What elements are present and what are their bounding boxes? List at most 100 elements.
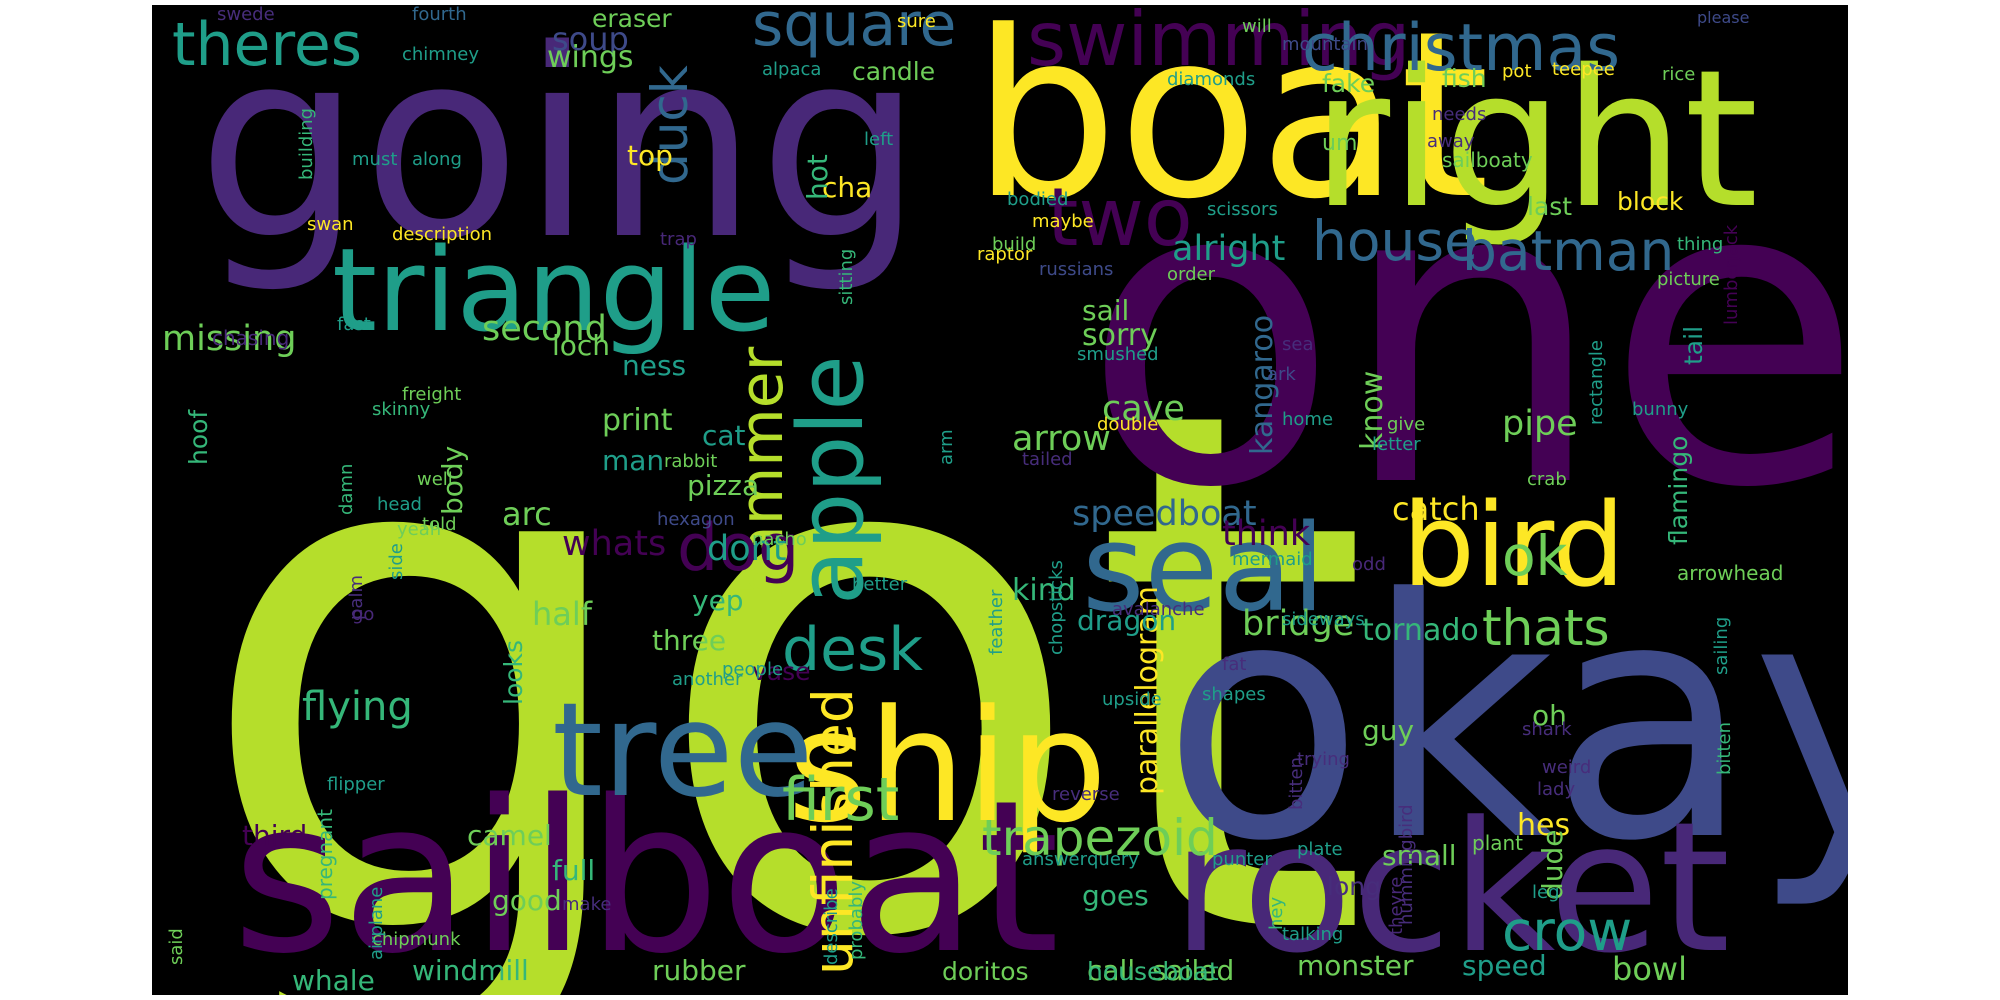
word-teepee: teepee (1552, 59, 1615, 80)
word-sailed: sailed (1152, 954, 1234, 987)
word-camel: camel (467, 819, 552, 852)
word-mountain: mountain (1282, 34, 1368, 55)
word-good: good (492, 884, 562, 917)
word-arc: arc (502, 495, 552, 533)
word-chopsticks: chopsticks (1046, 560, 1067, 655)
word-ness: ness (622, 349, 686, 382)
word-one: one (1082, 91, 1848, 580)
word-talking: talking (1282, 924, 1343, 945)
word-goes: goes (1082, 879, 1149, 912)
word-candle: candle (852, 57, 935, 86)
word-missing: missing (162, 319, 296, 359)
word-alpaca: alpaca (762, 59, 821, 80)
word-plant: plant (1472, 831, 1523, 855)
word-rectangle: rectangle (1586, 340, 1607, 425)
word-cat: cat (702, 419, 746, 452)
word-three: three (652, 624, 726, 657)
word-shapes: shapes (1202, 684, 1266, 705)
word-vase: vase (752, 657, 811, 686)
word-square: square (752, 5, 956, 60)
word-speedboat: speedboat (1072, 494, 1257, 534)
word-whats: whats (562, 524, 666, 564)
word-probably: probably (846, 881, 867, 960)
word-fast: fast (337, 314, 371, 335)
word-houseboat: houseboat (1087, 957, 1219, 986)
word-hot: hot (801, 154, 834, 200)
word-tree: tree (552, 674, 814, 826)
word-dude: dude (1536, 829, 1569, 900)
word-know: know (1355, 371, 1390, 450)
word-trapezoid: trapezoid (982, 809, 1218, 867)
word-rocket: rocket (1172, 784, 1730, 993)
word-building: building (296, 108, 317, 180)
word-batman: batman (1462, 219, 1674, 283)
word-block: block (1617, 187, 1684, 216)
word-mermaid: mermaid (1232, 549, 1313, 570)
word-bitten: bitten (1714, 722, 1735, 775)
word-leg: leg (1532, 882, 1560, 903)
word-bitten: bitten (1286, 757, 1307, 810)
word-duck: duck (641, 65, 699, 185)
word-said: said (166, 928, 187, 965)
word-plate: plate (1297, 839, 1343, 860)
word-lady: lady (1537, 779, 1575, 800)
word-cave: cave (1102, 389, 1185, 429)
word-whale: whale (292, 964, 375, 995)
word-will: will (1242, 16, 1272, 37)
word-third: third (242, 819, 307, 852)
word-christmas: christmas (1302, 11, 1620, 86)
word-first: first (782, 765, 899, 835)
word-um: um (1322, 131, 1357, 156)
word-pot: pot (1502, 61, 1532, 82)
word-got: got (192, 257, 1372, 995)
word-side: side (386, 543, 407, 580)
word-told: told (422, 514, 457, 535)
word-speed: speed (1462, 949, 1547, 982)
word-dog: dog (677, 511, 799, 586)
word-ark: ark (1267, 364, 1296, 385)
word-swan: swan (307, 214, 354, 235)
word-full: full (552, 854, 595, 887)
word-thing: thing (1677, 234, 1723, 255)
word-ship: ship (787, 676, 1107, 857)
word-sailing: sailing (1711, 617, 1732, 675)
word-build: build (992, 234, 1036, 255)
word-freight: freight (402, 384, 461, 405)
word-sail: sail (1082, 294, 1129, 327)
word-tail: tail (1679, 326, 1708, 365)
word-ok: ok (1502, 524, 1568, 588)
word-fat: fat (1222, 654, 1246, 675)
word-doritos: doritos (942, 957, 1029, 986)
word-bodied: bodied (1007, 189, 1068, 210)
word-hey: hey (1266, 897, 1287, 930)
word-along: along (412, 149, 462, 170)
word-must: must (352, 149, 397, 170)
word-dont: dont (707, 529, 787, 569)
word-fish: fish (1442, 64, 1487, 93)
word-bird: bird (1402, 479, 1625, 613)
word-looks: looks (499, 640, 528, 705)
word-sailboat: sailboat (232, 755, 1060, 995)
word-swimming: swimming (1027, 5, 1410, 83)
word-raptor: raptor (977, 244, 1033, 265)
word-weird: weird (1542, 757, 1591, 778)
word-two: two (1047, 171, 1193, 264)
word-flying: flying (302, 684, 413, 730)
word-head: head (377, 494, 422, 515)
word-arrow: arrow (1012, 419, 1111, 459)
word-trying: trying (1297, 749, 1350, 770)
word-please: please (1697, 8, 1749, 27)
word-theres: theres (172, 10, 362, 80)
word-skinny: skinny (372, 399, 431, 420)
word-call: call (1087, 954, 1135, 987)
word-chasing: chasing (212, 326, 289, 350)
word-shark: shark (1522, 719, 1572, 740)
word-palm: palm (346, 575, 367, 620)
word-lumberjack: lumberjack (1721, 224, 1742, 325)
word-pizza: pizza (687, 469, 759, 502)
word-flamingo: flamingo (1664, 436, 1693, 545)
word-hummingbird: hummingbird (1396, 804, 1417, 925)
word-crow: crow (1502, 899, 1632, 963)
word-print: print (602, 403, 673, 438)
